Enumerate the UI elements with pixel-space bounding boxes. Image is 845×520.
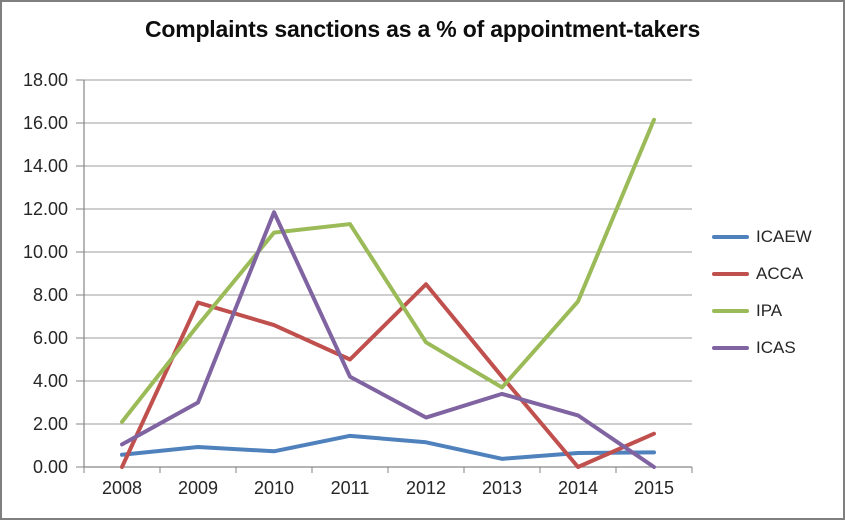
legend-line-swatch-icon (712, 345, 749, 350)
legend-item-acca: ACCA (712, 255, 812, 292)
legend: ICAEW ACCA IPA ICAS (712, 218, 812, 366)
legend-label: ACCA (756, 263, 804, 283)
series-line-acca (120, 282, 656, 469)
x-axis-label: 2010 (253, 478, 295, 498)
x-axis-label: 2009 (177, 478, 219, 498)
x-axis-label: 2013 (481, 478, 523, 498)
y-tick-label: 16.00 (22, 113, 68, 133)
y-tick-label: 0.00 (32, 457, 68, 477)
legend-item-icas: ICAS (712, 329, 812, 366)
legend-line-swatch-icon (712, 271, 749, 276)
chart-title: Complaints sanctions as a % of appointme… (144, 16, 701, 42)
x-axis-label: 2014 (557, 478, 599, 498)
y-tick-label: 8.00 (32, 285, 68, 305)
legend-item-icaew: ICAEW (712, 218, 812, 255)
y-tick-label: 18.00 (22, 70, 68, 90)
legend-label: ICAS (756, 337, 796, 357)
legend-line-swatch-icon (712, 308, 749, 313)
y-tick-label: 10.00 (22, 242, 68, 262)
series-line-icas (120, 210, 656, 469)
series-line-ipa (120, 117, 656, 424)
y-tick-label: 4.00 (32, 371, 68, 391)
legend-line-swatch-icon (712, 234, 749, 239)
x-axis-label: 2011 (330, 478, 370, 498)
y-tick-label: 14.00 (22, 156, 68, 176)
y-tick-label: 6.00 (32, 328, 68, 348)
x-axis-label: 2012 (405, 478, 447, 498)
y-tick-label: 12.00 (22, 199, 68, 219)
legend-label: ICAEW (756, 226, 812, 246)
x-axis-label: 2008 (101, 478, 143, 498)
series-line-icaew (120, 433, 656, 461)
x-axis-label: 2015 (633, 478, 675, 498)
legend-label: IPA (756, 300, 783, 320)
y-tick-label: 2.00 (32, 414, 68, 434)
legend-item-ipa: IPA (712, 292, 812, 329)
